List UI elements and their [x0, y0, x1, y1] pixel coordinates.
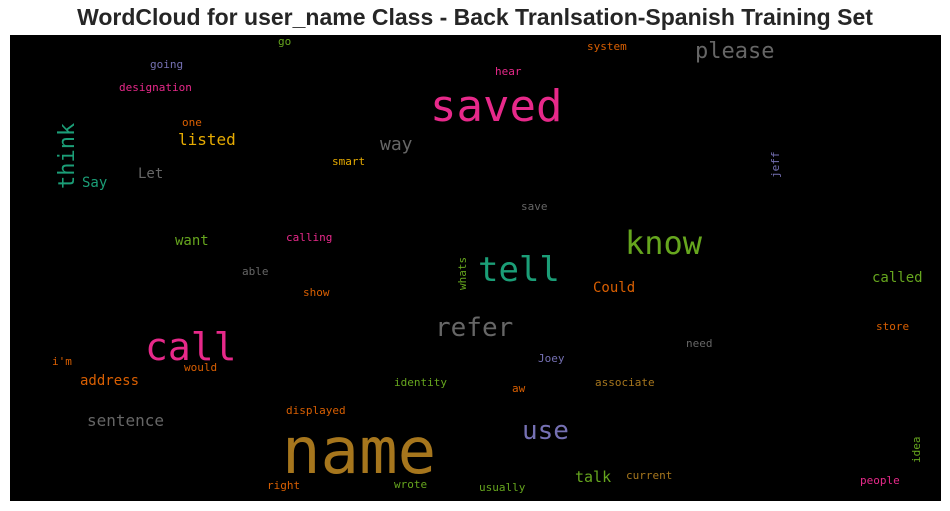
- word-think: think: [55, 122, 80, 189]
- word-right: right: [267, 479, 301, 492]
- word-need: need: [686, 337, 713, 350]
- word-know: know: [625, 224, 703, 262]
- word-system: system: [587, 40, 627, 53]
- word-want: want: [175, 233, 209, 249]
- word-designation: designation: [119, 81, 192, 94]
- word-name: name: [282, 415, 437, 489]
- word-save: save: [521, 200, 548, 213]
- word-current: current: [626, 469, 673, 482]
- word-going: going: [150, 58, 184, 71]
- word-would: would: [184, 361, 218, 374]
- word-people: people: [860, 474, 900, 487]
- word-one: one: [182, 116, 202, 129]
- word-hear: hear: [495, 65, 522, 78]
- word-call: call: [145, 325, 237, 369]
- word-cloud-canvas: name saved call tell know refer use please think…: [10, 35, 941, 501]
- chart-title: WordCloud for user_name Class - Back Tra…: [77, 4, 873, 30]
- word-talk: talk: [575, 468, 612, 486]
- word-calling: calling: [286, 231, 333, 244]
- word-joey: Joey: [538, 352, 565, 365]
- word-associate: associate: [595, 376, 655, 389]
- word-let: Let: [138, 166, 164, 182]
- word-address: address: [80, 373, 140, 389]
- word-identity: identity: [394, 376, 447, 389]
- word-whats: whats: [456, 256, 469, 290]
- word-could: Could: [593, 280, 636, 296]
- word-go: go: [278, 35, 292, 48]
- word-wrote: wrote: [394, 478, 428, 491]
- word-sentence: sentence: [87, 411, 165, 430]
- word-jeff: jeff: [769, 151, 782, 179]
- word-called: called: [872, 270, 923, 286]
- word-i-m: i'm: [52, 355, 72, 368]
- word-tell: tell: [478, 250, 560, 290]
- word-please: please: [695, 39, 775, 64]
- word-aw: aw: [512, 382, 526, 395]
- word-show: show: [303, 286, 330, 299]
- word-idea: idea: [910, 436, 923, 464]
- word-store: store: [876, 320, 910, 333]
- word-saved: saved: [430, 81, 563, 132]
- word-usually: usually: [479, 481, 526, 494]
- word-able: able: [242, 265, 269, 278]
- word-say: Say: [82, 175, 108, 191]
- word-displayed: displayed: [286, 404, 346, 417]
- word-use: use: [522, 416, 569, 446]
- word-way: way: [380, 134, 413, 155]
- word-refer: refer: [435, 313, 514, 343]
- word-smart: smart: [332, 155, 366, 168]
- word-listed: listed: [178, 130, 236, 149]
